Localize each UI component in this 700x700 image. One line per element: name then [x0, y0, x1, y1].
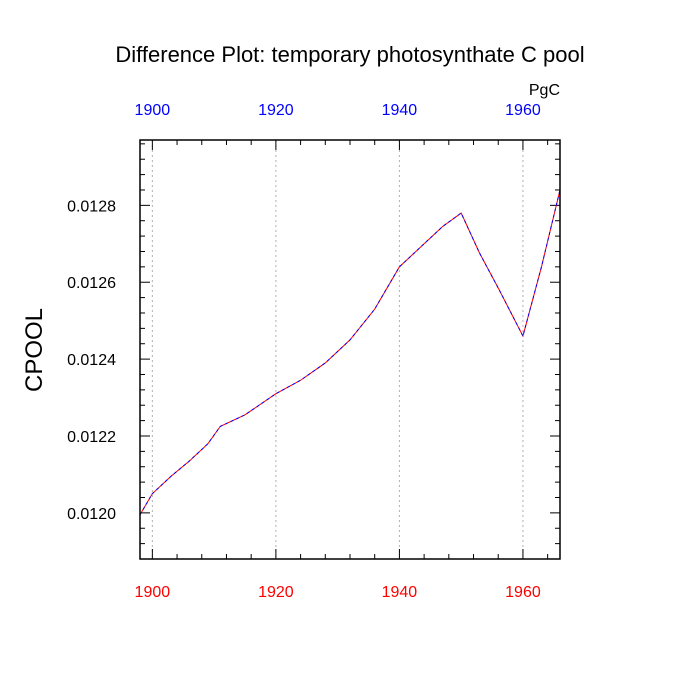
series-line-red [139, 189, 561, 516]
chart-title: Difference Plot: temporary photosynthate… [115, 42, 584, 67]
y-tick-label: 0.0120 [67, 506, 116, 523]
units-label: PgC [529, 82, 560, 99]
y-tick-label: 0.0124 [67, 352, 116, 369]
plot-frame [139, 139, 561, 560]
ticks-layer [140, 140, 560, 560]
y-axis-label: CPOOL [21, 308, 48, 392]
x-tick-label-bottom: 1960 [505, 584, 541, 601]
x-tick-label-bottom: 1940 [382, 584, 418, 601]
x-tick-label-top: 1920 [258, 102, 294, 119]
x-tick-label-bottom: 1900 [135, 584, 171, 601]
y-tick-label: 0.0128 [67, 198, 116, 215]
series-layer [139, 189, 561, 516]
series-line-blue-dashed [139, 189, 561, 516]
x-tick-label-top: 1940 [382, 102, 418, 119]
y-tick-label: 0.0122 [67, 429, 116, 446]
x-tick-label-top: 1960 [505, 102, 541, 119]
x-tick-label-top: 1900 [135, 102, 171, 119]
labels-layer: 1900 1900 1920 1920 1940 1940 1960 1960 0.0120 0.… [67, 102, 541, 601]
grid-layer [151, 140, 524, 559]
x-tick-label-bottom: 1920 [258, 584, 294, 601]
y-tick-label: 0.0126 [67, 275, 116, 292]
